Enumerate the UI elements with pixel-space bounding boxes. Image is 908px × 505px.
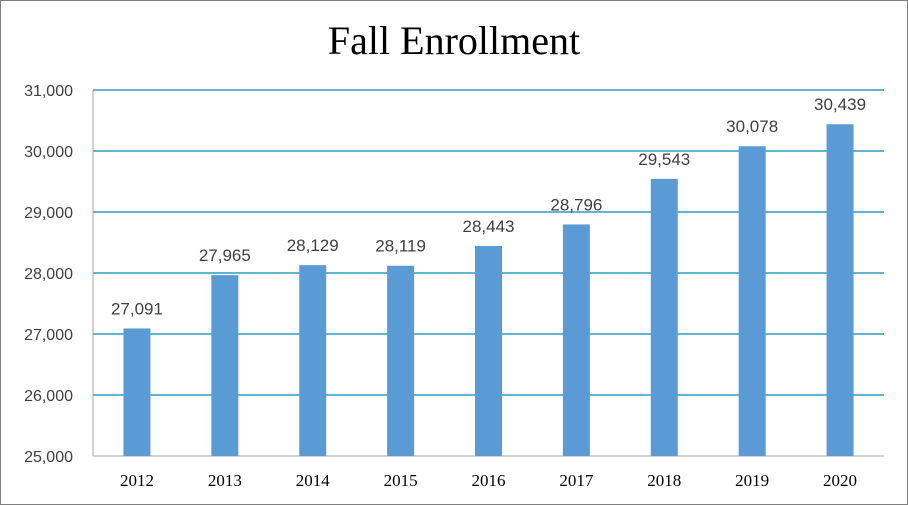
y-tick-label: 28,000 <box>24 266 73 283</box>
data-label: 29,543 <box>638 150 690 169</box>
data-labels: 27,091 27,965 28,129 28,119 28,443 28,796 29,5… <box>111 95 866 318</box>
data-label: 27,965 <box>199 246 251 265</box>
x-tick-label: 2019 <box>735 471 769 490</box>
y-tick-label: 25,000 <box>24 449 73 466</box>
data-label: 30,078 <box>726 117 778 136</box>
bar <box>650 178 678 456</box>
data-label: 28,443 <box>463 217 515 236</box>
bar <box>387 265 415 456</box>
chart-title: Fall Enrollment <box>327 18 581 63</box>
x-tick-label: 2014 <box>296 471 331 490</box>
x-tick-label: 2015 <box>384 471 418 490</box>
y-axis-tick-labels: 25,000 26,000 27,000 28,000 29,000 30,000 31,0… <box>24 83 73 466</box>
x-tick-label: 2013 <box>208 471 242 490</box>
data-label: 28,796 <box>550 195 602 214</box>
x-tick-label: 2016 <box>472 471 506 490</box>
y-tick-label: 30,000 <box>24 144 73 161</box>
y-tick-label: 26,000 <box>24 388 73 405</box>
x-tick-label: 2012 <box>120 471 154 490</box>
data-label: 28,129 <box>287 236 339 255</box>
y-tick-label: 31,000 <box>24 83 73 100</box>
bar <box>299 265 327 456</box>
data-label: 28,119 <box>375 237 426 256</box>
bar <box>826 124 854 456</box>
x-tick-label: 2017 <box>559 471 594 490</box>
bar <box>211 275 239 456</box>
bars <box>123 124 854 456</box>
y-tick-label: 29,000 <box>24 205 73 222</box>
data-label: 30,439 <box>814 95 866 114</box>
data-label: 27,091 <box>111 299 163 318</box>
bar <box>738 146 766 456</box>
x-tick-label: 2018 <box>647 471 681 490</box>
x-axis-tick-labels: 2012 2013 2014 2015 2016 2017 2018 2019 2020 <box>120 471 857 490</box>
bar <box>562 224 590 456</box>
bar <box>123 328 151 456</box>
bar <box>475 245 502 456</box>
x-tick-label: 2020 <box>823 471 857 490</box>
y-tick-label: 27,000 <box>24 327 73 344</box>
